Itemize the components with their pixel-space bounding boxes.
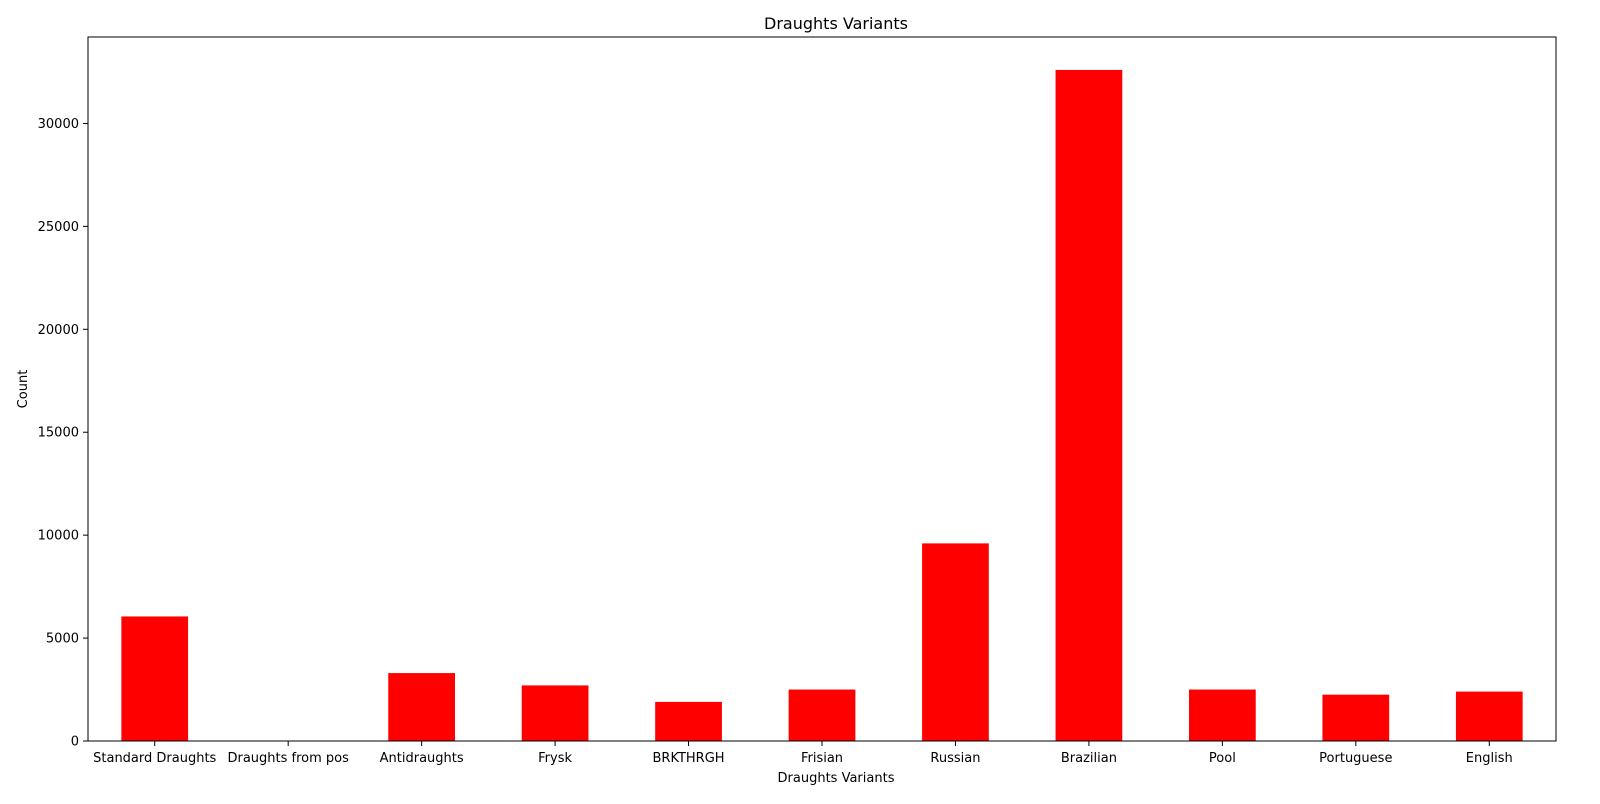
y-axis: 0 5000 10000 15000 20000 25000 30000 (38, 117, 88, 750)
bar (1456, 692, 1523, 741)
x-tick-label: Portuguese (1319, 751, 1392, 766)
x-tick-label: Brazilian (1061, 751, 1117, 766)
bar (1322, 695, 1389, 741)
y-tick-label: 5000 (46, 632, 79, 647)
y-tick-label: 10000 (38, 529, 79, 544)
bar (522, 685, 589, 741)
x-axis-label: Draughts Variants (778, 771, 895, 786)
y-tick-label: 15000 (38, 426, 79, 441)
x-axis: Standard Draughts Draughts from pos Antidr… (93, 741, 1513, 766)
bar (655, 702, 722, 741)
bar (121, 616, 188, 741)
x-tick-label: Russian (930, 751, 980, 766)
y-axis-label: Count (16, 370, 31, 409)
x-tick-label: Pool (1209, 751, 1236, 766)
x-tick-label: Frysk (538, 751, 572, 766)
bar (922, 543, 989, 741)
x-tick-label: Draughts from pos (227, 751, 349, 766)
y-tick-label: 30000 (38, 117, 79, 132)
bar (388, 673, 455, 741)
bar (789, 690, 856, 741)
x-tick-label: English (1466, 751, 1513, 766)
x-tick-label: Standard Draughts (93, 751, 216, 766)
x-tick-label: Antidraughts (380, 751, 464, 766)
y-tick-label: 25000 (38, 220, 79, 235)
bar (1056, 70, 1123, 741)
x-tick-label: Frisian (801, 751, 843, 766)
y-tick-label: 0 (71, 735, 79, 750)
x-tick-label: BRKTHRGH (653, 751, 725, 766)
plot-frame (88, 37, 1556, 741)
y-tick-label: 20000 (38, 323, 79, 338)
chart-title: Draughts Variants (764, 14, 908, 33)
bars-group (121, 70, 1522, 741)
bar (1189, 690, 1256, 741)
